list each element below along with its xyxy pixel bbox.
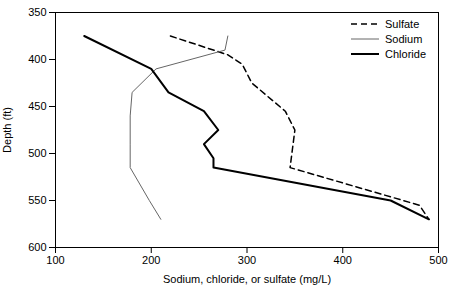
svg-text:200: 200 [142, 254, 160, 266]
svg-text:300: 300 [238, 254, 256, 266]
svg-text:600: 600 [28, 241, 46, 253]
html-text:Chloride: Chloride [385, 47, 426, 60]
html-text:Sodium: Sodium [385, 32, 423, 45]
svg-text:Depth (ft): Depth (ft) [1, 107, 13, 153]
svg-text:400: 400 [334, 254, 352, 266]
svg-text:550: 550 [28, 194, 46, 206]
svg-text:450: 450 [28, 100, 46, 112]
svg-text:400: 400 [28, 53, 46, 65]
svg-text:350: 350 [28, 6, 46, 18]
svg-text:100: 100 [46, 254, 64, 266]
svg-text:500: 500 [429, 254, 447, 266]
html-text:Sulfate: Sulfate [385, 17, 420, 30]
svg-text:Sodium, chloride, or sulfate (: Sodium, chloride, or sulfate (mg/L) [163, 273, 331, 285]
svg-text:500: 500 [28, 147, 46, 159]
